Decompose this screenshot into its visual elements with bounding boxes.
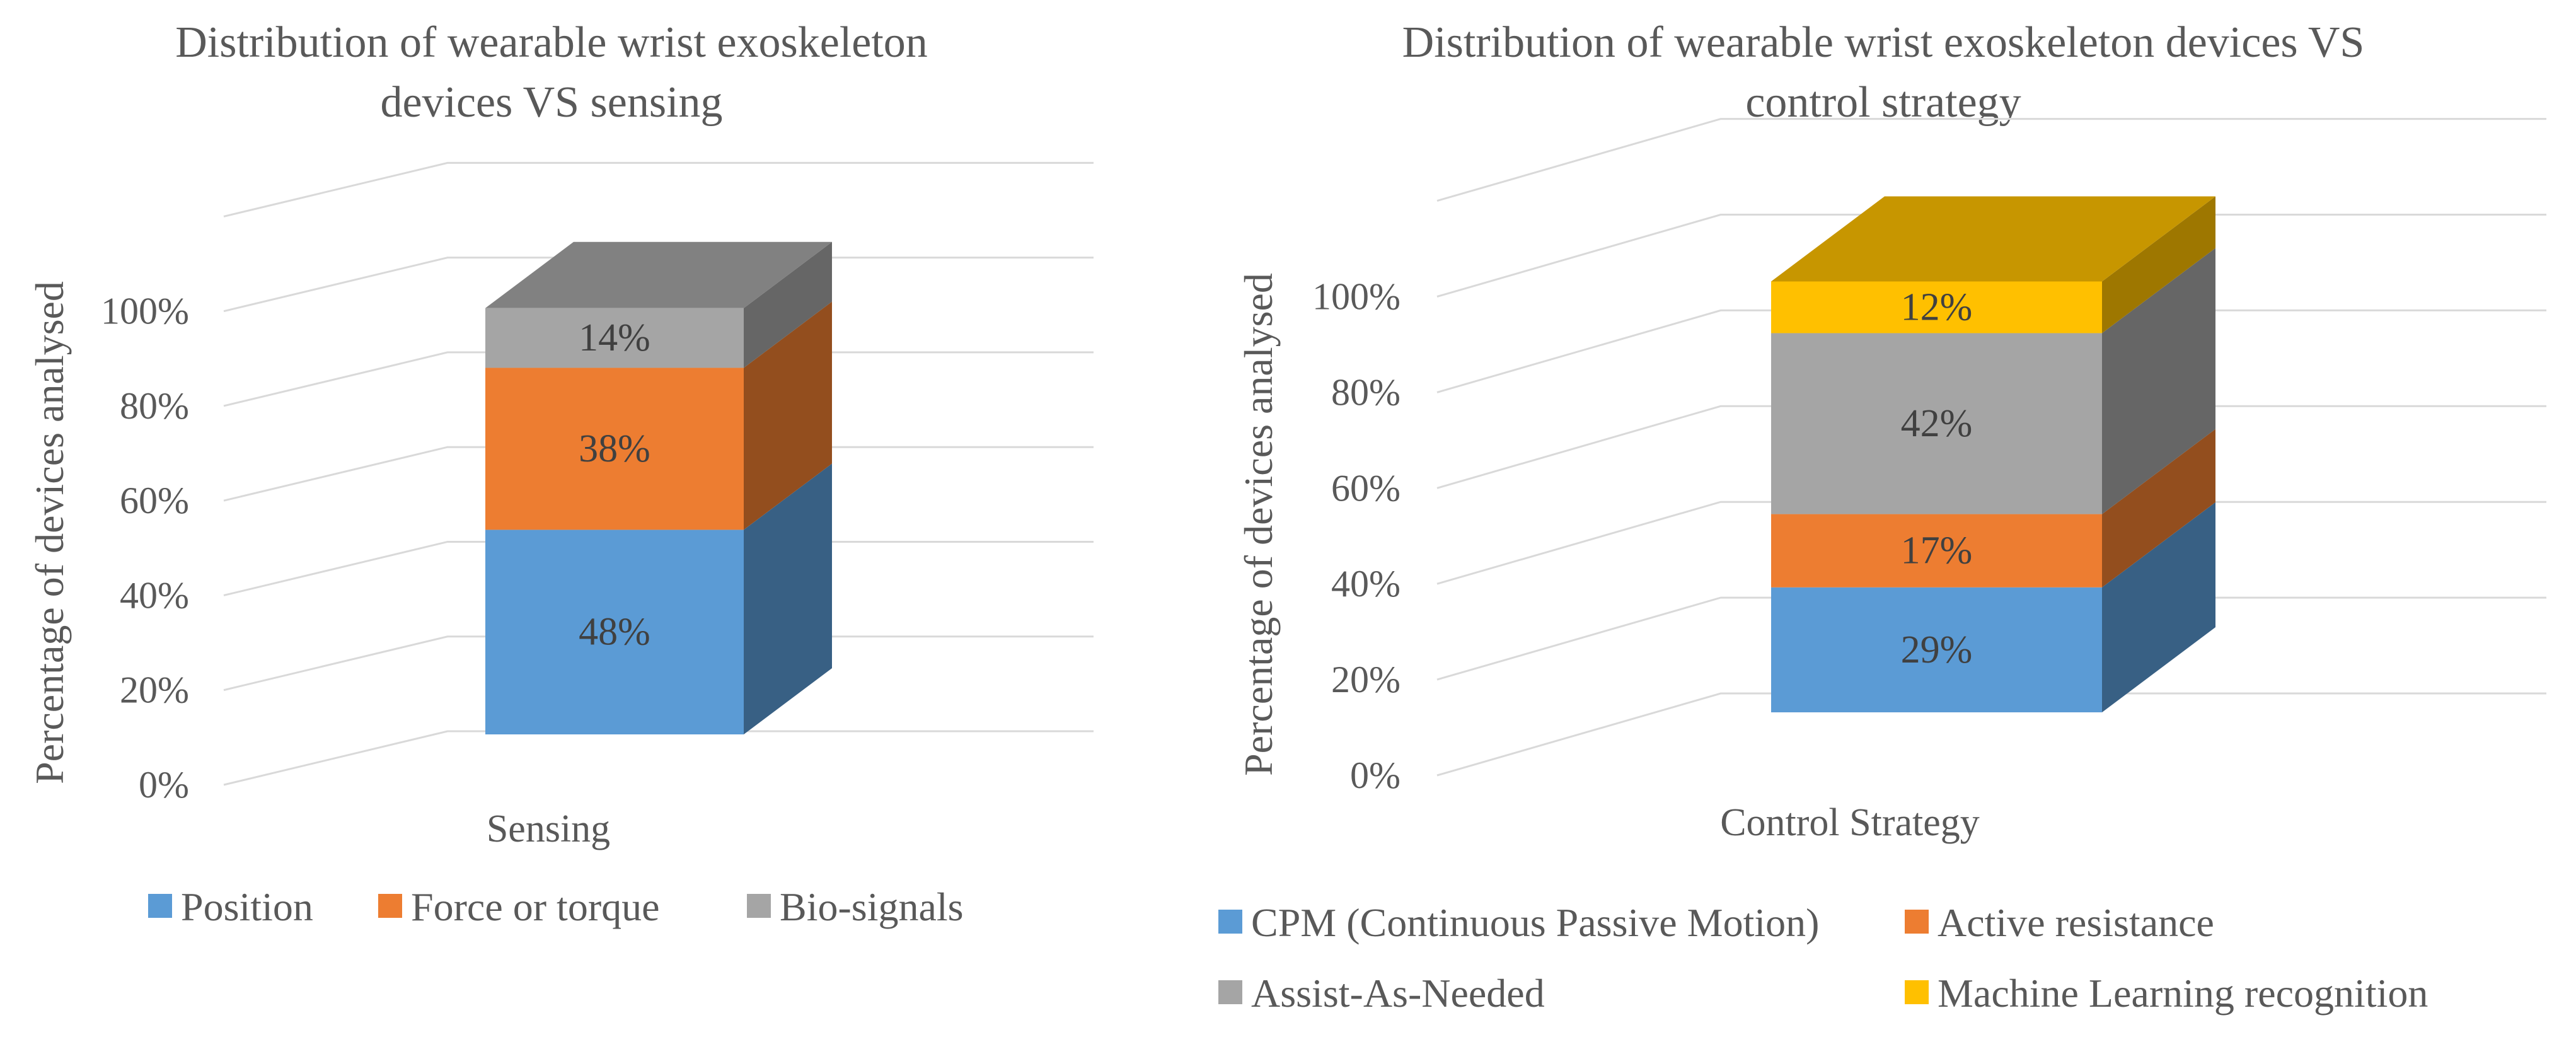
legend-swatch	[1218, 980, 1242, 1004]
y-tick-label: 60%	[1331, 467, 1401, 509]
legend-swatch	[148, 894, 172, 918]
gridline	[223, 351, 1094, 407]
legend-label: Assist-As-Needed	[1251, 971, 1545, 1016]
chart1-y-ticks: 0% 20% 40% 60% 80% 100%	[101, 291, 189, 806]
bar-side-face	[2102, 502, 2215, 712]
legend-label: Machine Learning recognition	[1938, 971, 2428, 1016]
legend-swatch	[1905, 910, 1929, 934]
y-tick-label: 100%	[101, 291, 189, 332]
chart2-title-line1: Distribution of wearable wrist exoskelet…	[1402, 18, 2365, 67]
chart1-y-axis-title: Percentage of devices analysed	[27, 281, 72, 784]
bar-segment	[1771, 587, 2102, 712]
data-label: 12%	[1901, 286, 1973, 328]
chart2-legend: CPM (Continuous Passive Motion) Active re…	[1218, 900, 2428, 1016]
legend-swatch	[747, 894, 771, 918]
bar-top-face	[1771, 196, 2215, 282]
bar-side-face	[2102, 429, 2215, 588]
y-tick-label: 0%	[1350, 755, 1401, 796]
bar-side-face	[744, 241, 832, 368]
y-tick-label: 80%	[1331, 371, 1401, 413]
legend-swatch	[1218, 910, 1242, 934]
y-tick-label: 80%	[120, 385, 189, 427]
chart1-bars	[485, 241, 832, 734]
bar-side-face	[2102, 196, 2215, 333]
gridline	[1436, 118, 2546, 202]
bar-top-face	[485, 241, 832, 308]
chart-sensing: Distribution of wearable wrist exoskelet…	[27, 18, 1094, 929]
chart2-data-labels: 29% 17% 42% 12%	[1901, 286, 1973, 671]
legend-label: Bio-signals	[780, 884, 964, 929]
gridline	[223, 730, 1094, 786]
data-label: 48%	[579, 611, 650, 654]
bar-segment	[485, 530, 744, 734]
chart1-title-line2: devices VS sensing	[380, 78, 722, 127]
gridline	[223, 161, 1094, 217]
y-tick-label: 40%	[120, 574, 189, 616]
gridline	[223, 635, 1094, 692]
chart1-data-labels: 48% 38% 14%	[579, 316, 650, 654]
gridline	[1436, 405, 2546, 489]
chart2-gridlines	[1436, 118, 2546, 777]
data-label: 14%	[579, 316, 650, 359]
gridline	[1436, 596, 2546, 681]
gridline	[223, 446, 1094, 502]
legend-label: Force or torque	[411, 884, 660, 929]
chart-control-strategy: Distribution of wearable wrist exoskelet…	[1218, 18, 2546, 1016]
gridline	[1436, 501, 2546, 585]
chart1-title-line1: Distribution of wearable wrist exoskelet…	[175, 18, 928, 67]
bar-segment	[485, 368, 744, 530]
chart2-y-ticks: 0% 20% 40% 60% 80% 100%	[1312, 276, 1401, 797]
gridline	[1436, 214, 2546, 298]
chart1-gridlines	[223, 161, 1094, 786]
chart1-legend: Position Force or torque Bio-signals	[148, 884, 964, 929]
bar-segment	[1771, 514, 2102, 588]
gridline	[223, 257, 1094, 313]
legend-label: Active resistance	[1938, 900, 2214, 945]
bar-side-face	[744, 301, 832, 530]
data-label: 17%	[1901, 530, 1973, 572]
chart2-y-axis-title: Percentage of devices analysed	[1236, 273, 1281, 776]
gridline	[1436, 309, 2546, 393]
y-tick-label: 40%	[1331, 563, 1401, 605]
legend-label: CPM (Continuous Passive Motion)	[1251, 900, 1819, 945]
gridline	[223, 540, 1094, 596]
data-label: 42%	[1901, 402, 1973, 445]
y-tick-label: 20%	[1331, 659, 1401, 700]
chart2-category-label: Control Strategy	[1720, 801, 1980, 844]
data-label: 29%	[1901, 628, 1973, 671]
bar-side-face	[2102, 248, 2215, 514]
bar-side-face	[744, 463, 832, 734]
y-tick-label: 0%	[139, 764, 189, 806]
chart2-bars	[1771, 196, 2215, 712]
y-tick-label: 20%	[120, 669, 189, 711]
legend-label: Position	[181, 884, 313, 929]
legend-swatch	[378, 894, 402, 918]
bar-segment	[1771, 281, 2102, 333]
data-label: 38%	[579, 427, 650, 470]
legend-swatch	[1905, 980, 1929, 1004]
chart1-category-label: Sensing	[487, 808, 610, 850]
y-tick-label: 60%	[120, 480, 189, 521]
bar-segment	[1771, 333, 2102, 514]
y-tick-label: 100%	[1312, 276, 1401, 318]
bar-segment	[485, 308, 744, 368]
gridline	[1436, 692, 2546, 777]
